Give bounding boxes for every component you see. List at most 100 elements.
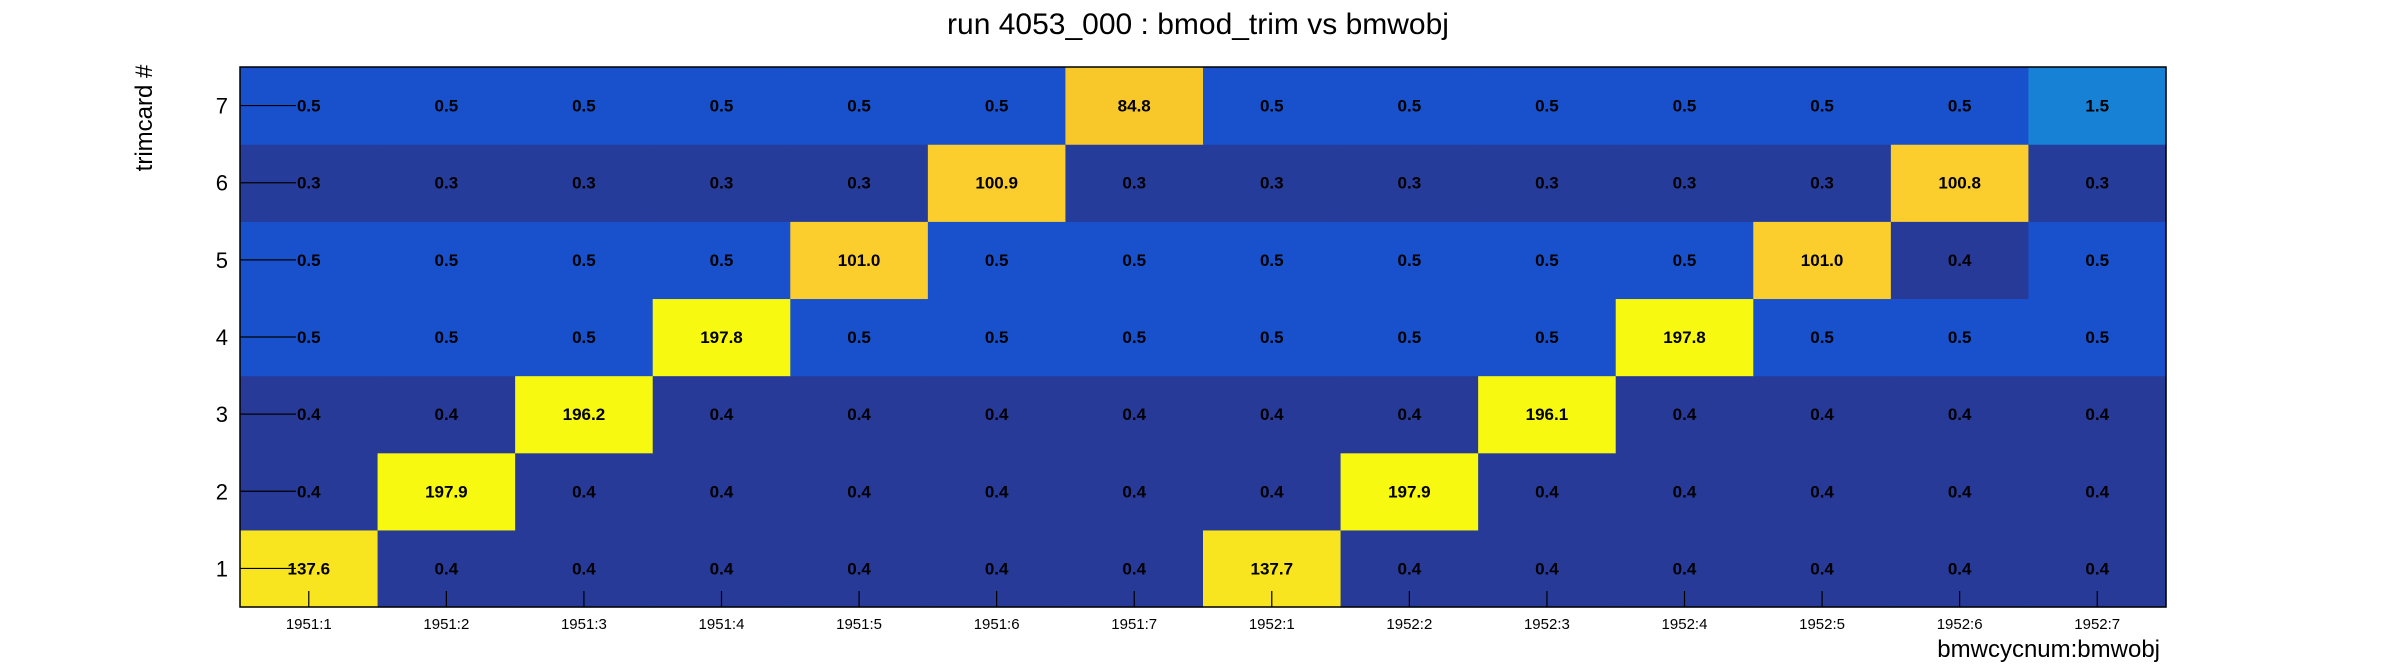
- cell-value-label: 0.5: [435, 97, 459, 116]
- x-tick-label: 1951:4: [699, 616, 745, 633]
- x-tick-label: 1952:6: [1937, 616, 1983, 633]
- heatmap-cell: [377, 375, 516, 454]
- cell-value-label: 0.4: [297, 482, 321, 501]
- heatmap-cell: [2028, 144, 2167, 222]
- heatmap-cell: [790, 67, 929, 145]
- heatmap-cell: [1753, 67, 1892, 145]
- heatmap-cell: [1478, 221, 1617, 300]
- heatmap-cell: [652, 67, 791, 145]
- heatmap-cell: [790, 375, 929, 454]
- heatmap-cell: [1340, 67, 1479, 145]
- x-tick-label: 1952:5: [1799, 616, 1845, 633]
- cell-value-label: 0.4: [1948, 251, 1972, 270]
- heatmap-cell: [515, 375, 654, 454]
- heatmap-cell: [1340, 144, 1479, 222]
- heatmap-cell: [790, 221, 929, 300]
- x-tick-label: 1951:1: [286, 616, 332, 633]
- cell-value-label: 101.0: [1801, 251, 1844, 270]
- heatmap-cell: [790, 298, 929, 377]
- heatmap-cell: [1753, 375, 1892, 454]
- cell-value-label: 0.5: [435, 328, 459, 347]
- cell-value-label: 0.4: [710, 405, 734, 424]
- heatmap-cell: [377, 452, 516, 531]
- cell-value-label: 197.8: [700, 328, 743, 347]
- cell-value-label: 0.4: [1398, 405, 1422, 424]
- cell-value-label: 0.5: [1260, 97, 1284, 116]
- cell-value-label: 0.4: [435, 559, 459, 578]
- cell-value-label: 0.4: [1673, 559, 1697, 578]
- cell-value-label: 0.4: [1398, 559, 1422, 578]
- heatmap-cell: [1478, 452, 1617, 531]
- heatmap-cells: [240, 67, 2167, 608]
- x-tick-label: 1952:2: [1386, 616, 1432, 633]
- cell-value-label: 1.5: [2085, 97, 2109, 116]
- cell-value-label: 0.3: [1260, 174, 1284, 193]
- heatmap-cell: [1753, 144, 1892, 222]
- cell-value-label: 0.5: [985, 251, 1009, 270]
- cell-value-label: 137.7: [1251, 559, 1294, 578]
- cell-value-label: 0.4: [1122, 559, 1146, 578]
- cell-value-label: 0.4: [847, 559, 871, 578]
- heatmap-cell: [1203, 452, 1342, 531]
- cell-value-label: 0.5: [1948, 97, 1972, 116]
- heatmap-cell: [1065, 452, 1204, 531]
- cell-value-label: 0.4: [847, 405, 871, 424]
- cell-value-label: 0.4: [1535, 559, 1559, 578]
- cell-value-label: 0.4: [1122, 482, 1146, 501]
- heatmap-cell: [1890, 298, 2030, 377]
- cell-value-label: 100.9: [975, 174, 1018, 193]
- cell-value-label: 0.3: [1122, 174, 1146, 193]
- heatmap-cell: [1340, 375, 1479, 454]
- cell-value-label: 0.4: [1673, 482, 1697, 501]
- cell-value-label: 0.4: [1810, 405, 1834, 424]
- cell-value-label: 0.3: [435, 174, 459, 193]
- heatmap-cell: [1065, 375, 1204, 454]
- cell-value-label: 0.3: [1398, 174, 1422, 193]
- cell-value-label: 0.4: [2085, 405, 2109, 424]
- cell-value-label: 0.4: [572, 482, 596, 501]
- cell-value-label: 0.5: [297, 97, 321, 116]
- cell-value-label: 0.4: [1810, 482, 1834, 501]
- cell-value-label: 0.4: [1948, 559, 1972, 578]
- y-axis-label: trimcard #: [131, 64, 158, 171]
- cell-value-label: 0.5: [1260, 251, 1284, 270]
- chart-title: run 4053_000 : bmod_trim vs bmwobj: [947, 8, 1449, 41]
- cell-value-label: 0.4: [1260, 482, 1284, 501]
- cell-value-label: 197.9: [425, 482, 468, 501]
- cell-value-label: 0.5: [1948, 328, 1972, 347]
- cell-value-label: 0.5: [297, 328, 321, 347]
- axis-ticks: [240, 104, 2098, 607]
- cell-value-label: 0.5: [1535, 251, 1559, 270]
- cell-value-label: 0.5: [1260, 328, 1284, 347]
- y-tick-label: 2: [216, 479, 228, 504]
- heatmap-cell: [377, 298, 516, 377]
- heatmap-cell: [1478, 298, 1617, 377]
- y-tick-label: 6: [216, 171, 228, 196]
- cell-value-label: 101.0: [838, 251, 881, 270]
- heatmap-cell: [1753, 298, 1892, 377]
- y-tick-label: 3: [216, 402, 228, 427]
- heatmap-cell: [1615, 144, 1754, 222]
- heatmap-cell: [2028, 452, 2167, 531]
- cell-value-label: 0.5: [710, 251, 734, 270]
- cell-value-label: 0.5: [2085, 251, 2109, 270]
- cell-value-label: 0.4: [847, 482, 871, 501]
- heatmap-cell: [1340, 452, 1479, 531]
- cell-value-label: 0.5: [847, 97, 871, 116]
- cell-value-label: 0.5: [1398, 251, 1422, 270]
- heatmap-cell: [652, 221, 791, 300]
- heatmap-cell: [1615, 452, 1754, 531]
- cell-value-label: 0.4: [985, 482, 1009, 501]
- heatmap-cell: [1340, 221, 1479, 300]
- cell-value-label: 0.5: [2085, 328, 2109, 347]
- heatmap-cell: [1203, 67, 1342, 145]
- heatmap-cell: [927, 67, 1067, 145]
- heatmap-cell: [1203, 375, 1342, 454]
- cell-value-label: 0.5: [1535, 97, 1559, 116]
- heatmap-cell: [1065, 67, 1204, 145]
- cell-value-label: 0.3: [297, 174, 321, 193]
- cell-value-label: 0.4: [297, 405, 321, 424]
- cell-value-label: 0.4: [710, 559, 734, 578]
- x-tick-label: 1951:7: [1111, 616, 1157, 633]
